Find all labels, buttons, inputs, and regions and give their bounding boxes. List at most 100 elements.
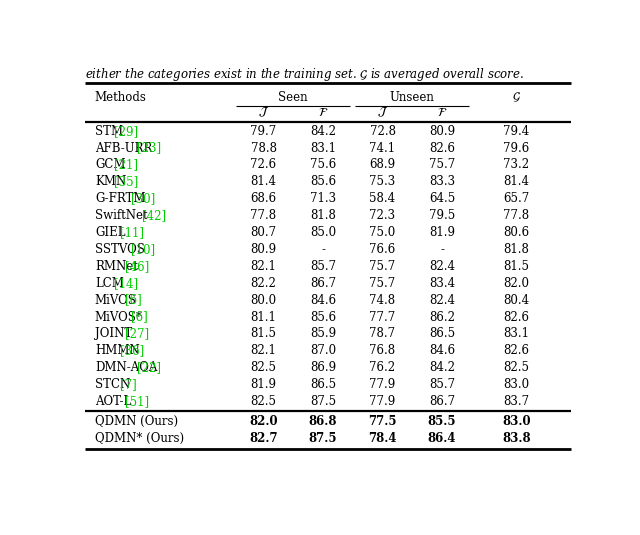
Text: [6]: [6] — [131, 310, 148, 324]
Text: [6]: [6] — [125, 294, 142, 307]
Text: [35]: [35] — [114, 175, 138, 188]
Text: 75.7: 75.7 — [369, 277, 396, 290]
Text: 78.8: 78.8 — [250, 142, 276, 155]
Text: $\mathcal{F}$: $\mathcal{F}$ — [318, 106, 328, 119]
Text: 82.5: 82.5 — [504, 361, 529, 374]
Text: 86.8: 86.8 — [308, 415, 337, 428]
Text: [36]: [36] — [120, 345, 144, 357]
Text: 82.1: 82.1 — [251, 260, 276, 273]
Text: 82.2: 82.2 — [251, 277, 276, 290]
Text: 85.5: 85.5 — [428, 415, 456, 428]
Text: 75.3: 75.3 — [369, 175, 396, 188]
Text: RMNet: RMNet — [95, 260, 138, 273]
Text: [7]: [7] — [120, 378, 136, 391]
Text: 77.5: 77.5 — [368, 415, 397, 428]
Text: 82.4: 82.4 — [429, 260, 455, 273]
Text: 79.7: 79.7 — [250, 125, 276, 137]
Text: DMN-AOA: DMN-AOA — [95, 361, 157, 374]
Text: QDMN (Ours): QDMN (Ours) — [95, 415, 178, 428]
Text: 80.4: 80.4 — [504, 294, 529, 307]
Text: 78.7: 78.7 — [369, 327, 396, 340]
Text: 73.2: 73.2 — [504, 158, 529, 172]
Text: [14]: [14] — [114, 277, 138, 290]
Text: 83.1: 83.1 — [310, 142, 336, 155]
Text: 81.5: 81.5 — [250, 327, 276, 340]
Text: $\mathcal{J}$: $\mathcal{J}$ — [258, 105, 269, 119]
Text: 65.7: 65.7 — [503, 192, 530, 205]
Text: [27]: [27] — [125, 327, 150, 340]
Text: [46]: [46] — [125, 260, 150, 273]
Text: 86.7: 86.7 — [429, 395, 455, 408]
Text: 64.5: 64.5 — [429, 192, 455, 205]
Text: [51]: [51] — [125, 395, 150, 408]
Text: 82.1: 82.1 — [251, 345, 276, 357]
Text: 82.6: 82.6 — [429, 142, 455, 155]
Text: 87.0: 87.0 — [310, 345, 336, 357]
Text: 83.8: 83.8 — [502, 432, 531, 445]
Text: 75.0: 75.0 — [369, 226, 396, 239]
Text: 86.5: 86.5 — [310, 378, 336, 391]
Text: 78.4: 78.4 — [368, 432, 397, 445]
Text: HMMN: HMMN — [95, 345, 140, 357]
Text: [11]: [11] — [120, 226, 144, 239]
Text: 81.9: 81.9 — [250, 378, 276, 391]
Text: KMN: KMN — [95, 175, 126, 188]
Text: [21]: [21] — [114, 158, 138, 172]
Text: 86.2: 86.2 — [429, 310, 455, 324]
Text: 85.7: 85.7 — [429, 378, 455, 391]
Text: -: - — [321, 243, 325, 256]
Text: [29]: [29] — [114, 125, 138, 137]
Text: 81.9: 81.9 — [429, 226, 455, 239]
Text: 75.6: 75.6 — [310, 158, 336, 172]
Text: 77.8: 77.8 — [504, 209, 529, 222]
Text: 77.9: 77.9 — [369, 395, 396, 408]
Text: 72.6: 72.6 — [250, 158, 276, 172]
Text: [42]: [42] — [143, 209, 166, 222]
Text: Methods: Methods — [95, 90, 147, 104]
Text: 72.8: 72.8 — [369, 125, 396, 137]
Text: 77.8: 77.8 — [250, 209, 276, 222]
Text: 68.9: 68.9 — [369, 158, 396, 172]
Text: 81.4: 81.4 — [250, 175, 276, 188]
Text: 84.6: 84.6 — [310, 294, 336, 307]
Text: MiVOS*: MiVOS* — [95, 310, 143, 324]
Text: 84.6: 84.6 — [429, 345, 455, 357]
Text: Unseen: Unseen — [390, 90, 435, 104]
Text: 82.4: 82.4 — [429, 294, 455, 307]
Text: 72.3: 72.3 — [369, 209, 396, 222]
Text: 79.6: 79.6 — [503, 142, 530, 155]
Text: 80.6: 80.6 — [504, 226, 529, 239]
Text: 83.1: 83.1 — [504, 327, 529, 340]
Text: G-FRTM: G-FRTM — [95, 192, 145, 205]
Text: 82.5: 82.5 — [250, 395, 276, 408]
Text: AOT-L: AOT-L — [95, 395, 131, 408]
Text: 81.8: 81.8 — [504, 243, 529, 256]
Text: 68.6: 68.6 — [250, 192, 276, 205]
Text: SwiftNet: SwiftNet — [95, 209, 147, 222]
Text: MiVOS: MiVOS — [95, 294, 137, 307]
Text: 83.0: 83.0 — [502, 415, 531, 428]
Text: STM: STM — [95, 125, 123, 137]
Text: 82.5: 82.5 — [250, 361, 276, 374]
Text: 86.5: 86.5 — [429, 327, 455, 340]
Text: 82.0: 82.0 — [504, 277, 529, 290]
Text: STCN: STCN — [95, 378, 130, 391]
Text: 80.9: 80.9 — [429, 125, 455, 137]
Text: $\mathcal{F}$: $\mathcal{F}$ — [437, 106, 447, 119]
Text: 85.6: 85.6 — [310, 175, 336, 188]
Text: GCM: GCM — [95, 158, 125, 172]
Text: 82.6: 82.6 — [504, 310, 529, 324]
Text: 81.4: 81.4 — [504, 175, 529, 188]
Text: 86.9: 86.9 — [310, 361, 336, 374]
Text: 82.0: 82.0 — [249, 415, 278, 428]
Text: 58.4: 58.4 — [369, 192, 396, 205]
Text: 85.9: 85.9 — [310, 327, 336, 340]
Text: 77.9: 77.9 — [369, 378, 396, 391]
Text: [30]: [30] — [131, 192, 156, 205]
Text: 81.1: 81.1 — [251, 310, 276, 324]
Text: 84.2: 84.2 — [310, 125, 336, 137]
Text: 87.5: 87.5 — [308, 432, 337, 445]
Text: 74.8: 74.8 — [369, 294, 396, 307]
Text: 76.2: 76.2 — [369, 361, 396, 374]
Text: [23]: [23] — [137, 142, 161, 155]
